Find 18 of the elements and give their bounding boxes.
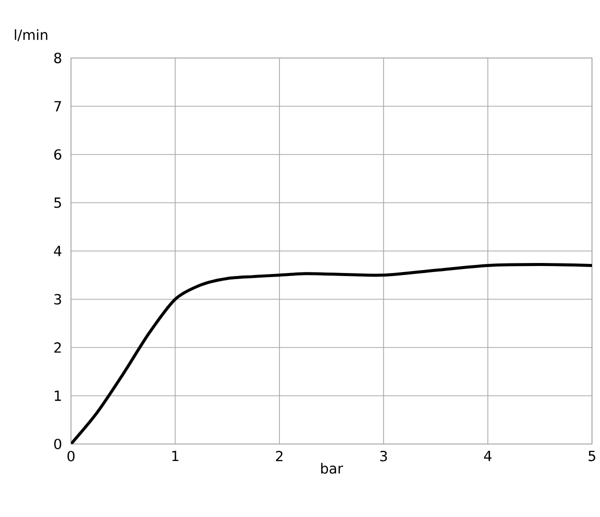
y-tick-label: 1 (54, 390, 61, 401)
y-tick-label: 6 (54, 149, 62, 160)
y-tick-label: 2 (54, 342, 61, 353)
y-axis-title: l/min (14, 29, 48, 42)
x-axis-title: bar (321, 462, 344, 474)
x-tick-label: 0 (67, 450, 75, 462)
y-tick-label: 4 (54, 246, 62, 256)
line-series (71, 262, 592, 444)
x-tick-label: 2 (276, 450, 282, 462)
y-tick-label: 7 (54, 101, 61, 112)
x-tick-label: 3 (380, 450, 387, 462)
y-tick-label: 5 (54, 198, 61, 208)
y-tick-label: 3 (54, 294, 62, 305)
x-tick-label: 1 (172, 450, 178, 461)
y-tick-label: 0 (54, 438, 62, 450)
x-tick-label: 5 (588, 450, 596, 462)
y-tick-label: 8 (54, 52, 62, 64)
x-tick-label: 4 (484, 450, 492, 461)
